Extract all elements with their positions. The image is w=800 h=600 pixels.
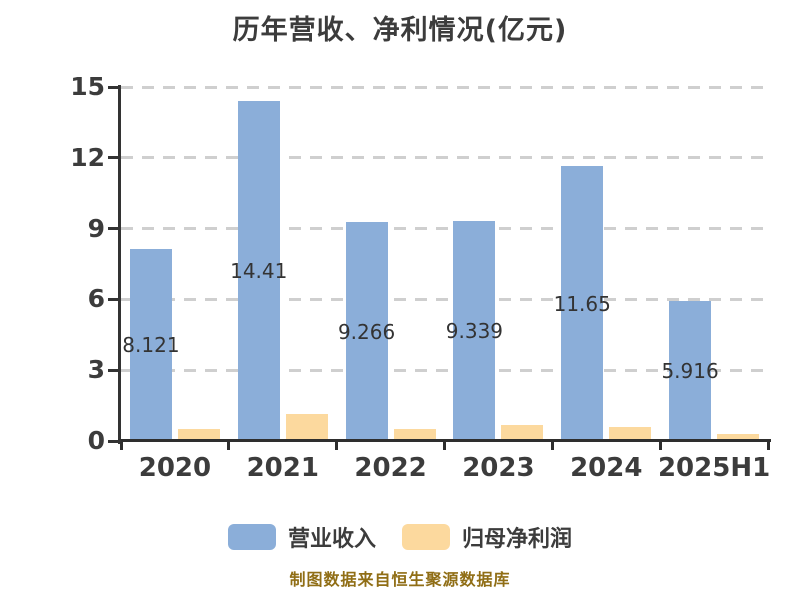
bar-value-label: 8.121 [122,333,180,357]
y-axis-label: 6 [87,284,105,314]
y-axis-label: 15 [70,72,105,101]
net-profit-bar [609,427,652,441]
gridline [121,85,770,89]
net-profit-bar [393,429,436,441]
revenue-bar [237,101,280,441]
gridline [121,368,770,372]
bar-value-label: 14.41 [230,259,288,283]
net-profit-bar [717,434,760,441]
y-axis-label: 0 [87,426,105,455]
x-axis-label: 2021 [246,453,319,483]
legend-item-revenue: 营业收入 [227,521,376,553]
net-profit-bar [501,425,544,441]
x-axis-tick [119,442,123,450]
y-axis-label: 3 [87,355,105,385]
x-axis-tick [766,442,770,450]
revenue-bar [129,249,172,441]
x-axis-tick [658,442,662,450]
x-axis-label: 2023 [462,453,535,483]
y-axis-label: 12 [70,142,105,172]
x-axis-label: 2020 [138,453,212,483]
x-axis-tick [443,442,446,450]
x-axis-label: 2025H1 [657,453,771,483]
revenue-bar [345,222,388,441]
legend-label-net-profit: 归母净利润 [462,527,573,552]
x-axis-tick [335,442,339,450]
gridline [121,227,770,231]
x-axis-tick [550,442,554,450]
net-profit-bar [177,429,220,441]
legend-item-net-profit: 归母净利润 [402,521,572,553]
x-axis-tick [227,442,231,450]
net-profit-bar [285,414,328,441]
y-axis-tick [108,85,121,89]
legend-swatch-net-profit [402,524,450,550]
bar-value-label: 9.266 [337,319,396,344]
x-axis-label: 2022 [354,453,427,483]
legend: 营业收入 归母净利润 [0,521,800,553]
revenue-bar [453,221,496,441]
y-axis-tick [108,156,121,160]
y-axis-tick [108,368,121,372]
chart-title: 历年营收、净利情况(亿元) [232,15,568,46]
data-source-note: 制图数据来自恒生聚源数据库 [289,570,511,589]
gridline [121,156,770,160]
bar-value-label: 9.339 [445,319,504,343]
x-axis-line [118,439,771,442]
revenue-bar [561,166,604,441]
bar-value-label: 5.916 [661,359,719,383]
y-axis-tick [108,227,121,231]
x-axis-label: 2024 [570,453,643,483]
legend-swatch-revenue [227,524,276,550]
y-axis-label: 9 [87,213,105,243]
plot-area: 8.121 14.41 9.266 9.339 11.65 5.916 0 3 6 9 12 15 20… [70,72,771,483]
gridline [121,297,770,301]
y-axis-tick [108,297,121,301]
y-axis-tick [108,439,121,443]
legend-label-revenue: 营业收入 [287,527,376,552]
bar-value-label: 11.65 [553,291,611,316]
y-axis-line [118,85,121,444]
revenue-bar [669,301,712,441]
